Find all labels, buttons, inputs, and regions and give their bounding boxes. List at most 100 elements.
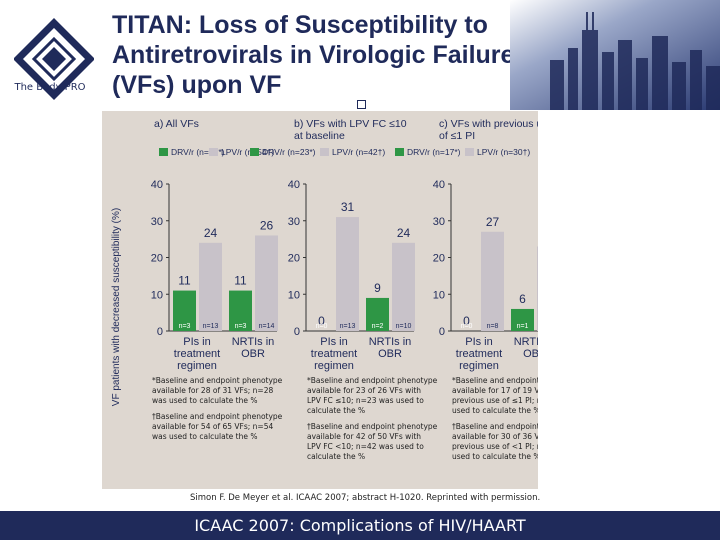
footnote-text: used to calculate the % [452, 406, 538, 415]
slide-title: TITAN: Loss of Susceptibility to Antiret… [112, 11, 529, 99]
footnote-text: previous use of <1 PI; n=30 was [452, 442, 538, 451]
bar-lpv [199, 242, 222, 331]
legend-swatch [320, 148, 329, 156]
chart-figure: VF patients with decreased susceptibilit… [102, 111, 538, 489]
logo-text: The Body PRO [14, 82, 86, 93]
bar-value-label: 31 [341, 200, 355, 214]
x-category-label: PIs in [465, 336, 493, 348]
y-tick-label: 10 [151, 289, 163, 301]
footnote-text: calculate the % [307, 452, 365, 461]
bar-lpv [392, 242, 415, 331]
slide-bullet-square [357, 100, 366, 109]
footnote-text: available for 17 of 19 VFs with [452, 386, 538, 395]
chart-panel-1: a) All VFs DRV/r (n=28*)LPV/r (n=54†) 0 10 2… [151, 118, 283, 441]
legend-swatch [465, 148, 474, 156]
bar-value-label: 24 [204, 226, 218, 240]
legend-label: LPV/r (n=54†) [221, 147, 274, 157]
bar-value-label: 0 [318, 314, 325, 328]
footnote-text: †Baseline and endpoint phenotype [307, 422, 438, 431]
x-category-label: OBR [378, 348, 402, 360]
bar-lpv [537, 246, 538, 331]
panel-title: a) All VFs [154, 118, 199, 130]
y-tick-label: 10 [433, 289, 445, 301]
legend-label: DRV/r (n=23*) [262, 147, 316, 157]
footnote-text: was used to calculate the % [152, 396, 257, 405]
footnote-text: previous use of ≤1 PI; n=17 was [452, 396, 538, 405]
legend-swatch [250, 148, 259, 156]
y-tick-label: 30 [151, 216, 163, 228]
y-tick-label: 40 [151, 179, 163, 191]
legend-swatch [159, 148, 168, 156]
bar-lpv [481, 231, 504, 331]
y-tick-label: 20 [288, 253, 300, 265]
y-tick-label: 0 [439, 326, 445, 338]
bar-value-label: 27 [486, 215, 500, 229]
x-category-label: PIs in [320, 336, 348, 348]
footnote-text: available for 54 of 65 VFs; n=54 [152, 422, 273, 431]
y-tick-label: 10 [288, 289, 300, 301]
y-tick-label: 0 [294, 326, 300, 338]
the-body-pro-logo [14, 18, 94, 100]
y-axis-label: VF patients with decreased susceptibilit… [111, 208, 122, 406]
x-category-label: NRTIs in [369, 336, 412, 348]
bar-drv [511, 308, 534, 331]
bar-n-label: n=8 [487, 323, 499, 330]
footer-bar [0, 511, 720, 540]
bar-n-label: n=0 [316, 323, 328, 330]
x-category-label: NRTIs in [514, 336, 538, 348]
bar-value-label: 24 [397, 226, 411, 240]
bar-drv [173, 290, 196, 331]
footnote-text: †Baseline and endpoint genotype [452, 422, 538, 431]
bar-n-label: n=3 [179, 323, 191, 330]
footnote-text: *Baseline and endpoint phenotype [307, 376, 438, 385]
y-tick-label: 30 [288, 216, 300, 228]
bar-n-label: n=14 [259, 323, 275, 330]
legend-swatch [209, 148, 218, 156]
bar-drv [229, 290, 252, 331]
x-category-label: regimen [459, 360, 499, 372]
panel-title: b) VFs with LPV FC ≤10 [294, 118, 407, 130]
footnote-text: was used to calculate the % [152, 432, 257, 441]
footnote-text: available for 28 of 31 VFs; n=28 [152, 386, 273, 395]
legend-swatch [395, 148, 404, 156]
x-category-label: treatment [456, 348, 502, 360]
bar-lpv [255, 235, 278, 331]
bar-value-label: 11 [178, 274, 191, 288]
footnote-text: used to calculate the % [452, 452, 538, 461]
bar-n-label: n=13 [203, 323, 219, 330]
y-tick-label: 20 [433, 253, 445, 265]
bar-value-label: 11 [234, 274, 247, 288]
x-category-label: NRTIs in [232, 336, 275, 348]
bar-n-label: n=2 [372, 323, 384, 330]
bar-value-label: 26 [260, 218, 274, 232]
citation-text: Simon F. De Meyer et al. ICAAC 2007; abs… [190, 493, 541, 503]
footnote-text: †Baseline and endpoint phenotype [152, 412, 283, 421]
bar-n-label: n=13 [340, 323, 356, 330]
footnote-text: LPV FC <10; n=42 was used to [307, 442, 424, 451]
legend-label: DRV/r (n=17*) [407, 147, 461, 157]
y-tick-label: 40 [433, 179, 445, 191]
y-tick-label: 30 [433, 216, 445, 228]
bar-drv [366, 297, 389, 331]
x-category-label: treatment [311, 348, 357, 360]
bar-value-label: 0 [463, 314, 470, 328]
bar-n-label: n=0 [461, 323, 473, 330]
panel-title: at baseline [294, 130, 345, 142]
footnote-text: *Baseline and endpoint phenotype [152, 376, 283, 385]
bar-value-label: 9 [374, 281, 381, 295]
x-category-label: regimen [314, 360, 354, 372]
y-tick-label: 40 [288, 179, 300, 191]
panel-title: c) VFs with previous use [439, 118, 538, 130]
x-category-label: OBR [523, 348, 538, 360]
x-category-label: treatment [174, 348, 220, 360]
bar-n-label: n=3 [235, 323, 247, 330]
y-tick-label: 0 [157, 326, 163, 338]
bar-lpv [336, 217, 359, 331]
x-category-label: PIs in [183, 336, 211, 348]
legend-label: DRV/r (n=28*) [171, 147, 225, 157]
footnote-text: calculate the % [307, 406, 365, 415]
footnote-text: available for 42 of 50 VFs with [307, 432, 421, 441]
panel-title: of ≤1 PI [439, 130, 475, 142]
footnote-text: available for 30 of 36 VFs with [452, 432, 538, 441]
